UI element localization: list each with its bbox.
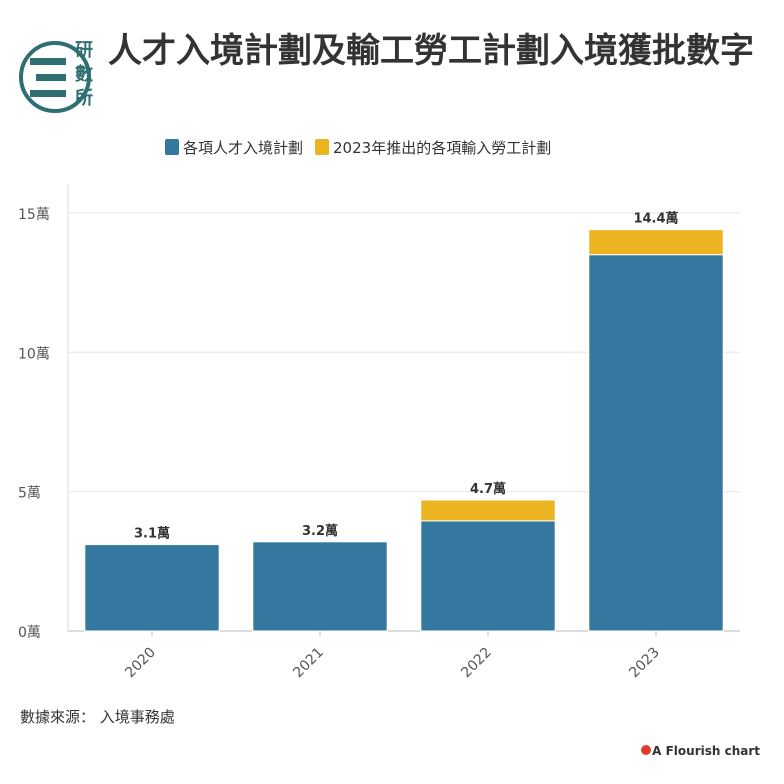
source: 數據來源： 入境事務處 <box>20 708 175 726</box>
bar-segment <box>84 544 220 632</box>
bar-segment <box>420 520 556 632</box>
x-tick-label: 2023 <box>626 645 663 682</box>
total-label: 3.2萬 <box>302 523 338 539</box>
total-label: 3.1萬 <box>134 526 170 542</box>
legend-label: 2023年推出的各項輸入勞工計劃 <box>333 139 551 157</box>
bar-segment <box>252 541 388 632</box>
credit: A Flourish chart <box>652 744 760 758</box>
y-tick-label: 10萬 <box>18 346 50 362</box>
logo-bar <box>30 58 66 65</box>
x-tick-label: 2020 <box>122 645 159 682</box>
credit-icon <box>641 745 651 755</box>
logo-ring <box>19 41 91 113</box>
x-tick-label: 2021 <box>290 645 327 682</box>
legend-swatch <box>165 139 179 155</box>
legend-label: 各項人才入境計劃 <box>183 139 303 157</box>
logo-text: 數 <box>75 64 93 85</box>
logo-text: 所 <box>75 88 93 109</box>
chart-title: 人才入境計劃及輸工勞工計劃入境獲批數字 <box>108 31 754 71</box>
logo-bar <box>36 74 66 81</box>
legend-swatch <box>315 139 330 155</box>
bar-segment <box>420 499 556 522</box>
y-tick-label: 5萬 <box>18 486 41 502</box>
x-tick-label: 2022 <box>458 645 495 682</box>
logo: 研 數 所 <box>19 40 93 113</box>
bar-segment <box>588 229 724 256</box>
logo-bar <box>30 90 66 97</box>
logo-text: 研 <box>75 40 93 61</box>
y-tick-label: 15萬 <box>18 207 50 223</box>
total-label: 4.7萬 <box>470 481 506 497</box>
bar-segment <box>588 254 724 632</box>
total-label: 14.4萬 <box>633 211 678 227</box>
y-tick-label: 0萬 <box>18 625 41 641</box>
